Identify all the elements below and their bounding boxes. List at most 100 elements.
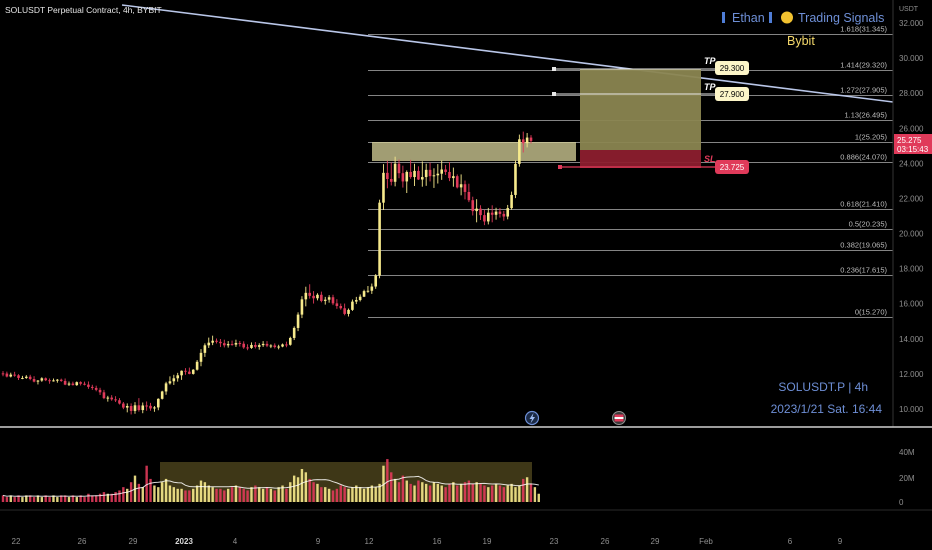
candle-body [343, 308, 346, 314]
volume-axis: 40M 20M 0 [899, 448, 915, 507]
profit-zone[interactable] [580, 69, 701, 150]
candle-body [87, 384, 90, 387]
candle-body [401, 173, 405, 182]
candle-body [261, 343, 265, 346]
candle-body [351, 301, 354, 310]
candle-body [203, 345, 207, 353]
time-axis[interactable]: 22 26 29 2023 4 9 12 16 19 23 26 29 Feb 6 9 [12, 537, 843, 546]
candle-body [463, 184, 467, 192]
candle-body [269, 345, 273, 347]
volume-bar [32, 497, 36, 502]
candle-body [188, 371, 191, 374]
candle-body [180, 370, 183, 376]
candle-body [129, 406, 133, 411]
volume-bar [215, 488, 218, 502]
candle-body [40, 378, 44, 381]
time-tick-label: 12 [365, 537, 374, 546]
volume-bar [188, 490, 191, 502]
volume-bar [219, 488, 222, 502]
candle-body [24, 376, 28, 378]
candle-body [440, 169, 444, 174]
tp2-badge [715, 87, 749, 101]
candle-body [428, 169, 432, 177]
volume-bar [261, 488, 265, 502]
price-tick-label: 20.000 [899, 230, 924, 239]
candle-body [459, 184, 463, 188]
time-tick-label: 6 [788, 537, 793, 546]
brand-author: Ethan [732, 11, 765, 25]
volume-bar [533, 487, 537, 502]
volume-bar [413, 485, 416, 502]
volume-bar [355, 485, 358, 502]
candle-body [366, 290, 370, 292]
volume-bar [436, 483, 440, 502]
candle-body [397, 163, 401, 174]
volume-bar [289, 482, 292, 502]
brand-watermark: Ethan Trading Signals Bybit [722, 11, 884, 48]
candle-body [145, 405, 148, 407]
price-tick-label: 14.000 [899, 335, 924, 344]
candle-body [529, 137, 533, 141]
brand-bar-right [769, 12, 772, 23]
volume-bar [67, 497, 71, 502]
candle-body [413, 170, 416, 178]
lightning-icon[interactable] [524, 410, 540, 426]
candle-body [114, 399, 117, 401]
fib-label: 0.236(17.615) [840, 266, 887, 275]
candle-body [83, 383, 86, 385]
volume-bar [448, 483, 451, 502]
volume-bar [21, 497, 24, 502]
volume-bar [331, 490, 335, 502]
candle-body [164, 383, 168, 392]
volume-bar [13, 497, 16, 502]
volume-bar [75, 497, 78, 502]
trendline[interactable] [121, 4, 894, 103]
candle-body [191, 369, 195, 374]
price-tick-label: 22.000 [899, 194, 924, 203]
volume-bar [335, 488, 339, 502]
volume-bar [180, 488, 183, 502]
candles [1, 131, 533, 415]
volume-bar [98, 493, 102, 502]
current-price-tag[interactable] [894, 134, 932, 154]
price-axis[interactable]: 10.000 12.000 14.000 16.000 18.000 20.000 22.0… [899, 19, 924, 414]
candle-body [339, 306, 343, 309]
candle-body [168, 381, 172, 384]
fib-label: 1(25.205) [855, 133, 888, 142]
volume-bar [36, 495, 40, 502]
volume-bar [522, 478, 525, 502]
volume-bar [386, 459, 389, 502]
loss-zone[interactable] [580, 150, 701, 168]
volume-bar [273, 490, 276, 502]
candle-body [44, 378, 48, 381]
candle-body [347, 309, 350, 314]
candle-body [420, 177, 424, 180]
volume-bar [195, 485, 199, 502]
candle-body [265, 343, 269, 346]
volume-bar [71, 495, 75, 502]
volume-bar [327, 488, 331, 502]
date-line: 2023/1/21 Sat. 16:44 [771, 402, 883, 416]
candle-body [335, 303, 339, 307]
volume-bar [494, 483, 498, 502]
volume-bar [428, 485, 432, 502]
candle-body [172, 378, 176, 382]
volume-bar [308, 478, 311, 502]
volume-bar [60, 495, 63, 502]
time-tick-label: 16 [433, 537, 442, 546]
candle-body [300, 299, 304, 315]
volume-bar [374, 487, 377, 502]
calendar-flag-icon[interactable] [612, 411, 626, 425]
volume-bar [254, 485, 257, 502]
candle-body [102, 392, 106, 399]
fib-label: 0(15.270) [855, 308, 888, 317]
entry-zone[interactable] [372, 142, 576, 161]
price-tick-label: 32.000 [899, 19, 924, 28]
volume-bar [87, 493, 90, 502]
volume-bar [141, 487, 144, 502]
volume-bar [292, 475, 296, 502]
candle-body [118, 400, 121, 404]
candle-body [467, 191, 471, 201]
volume-bar [502, 487, 506, 502]
current-price-timer: 03:15:43 [897, 145, 929, 154]
